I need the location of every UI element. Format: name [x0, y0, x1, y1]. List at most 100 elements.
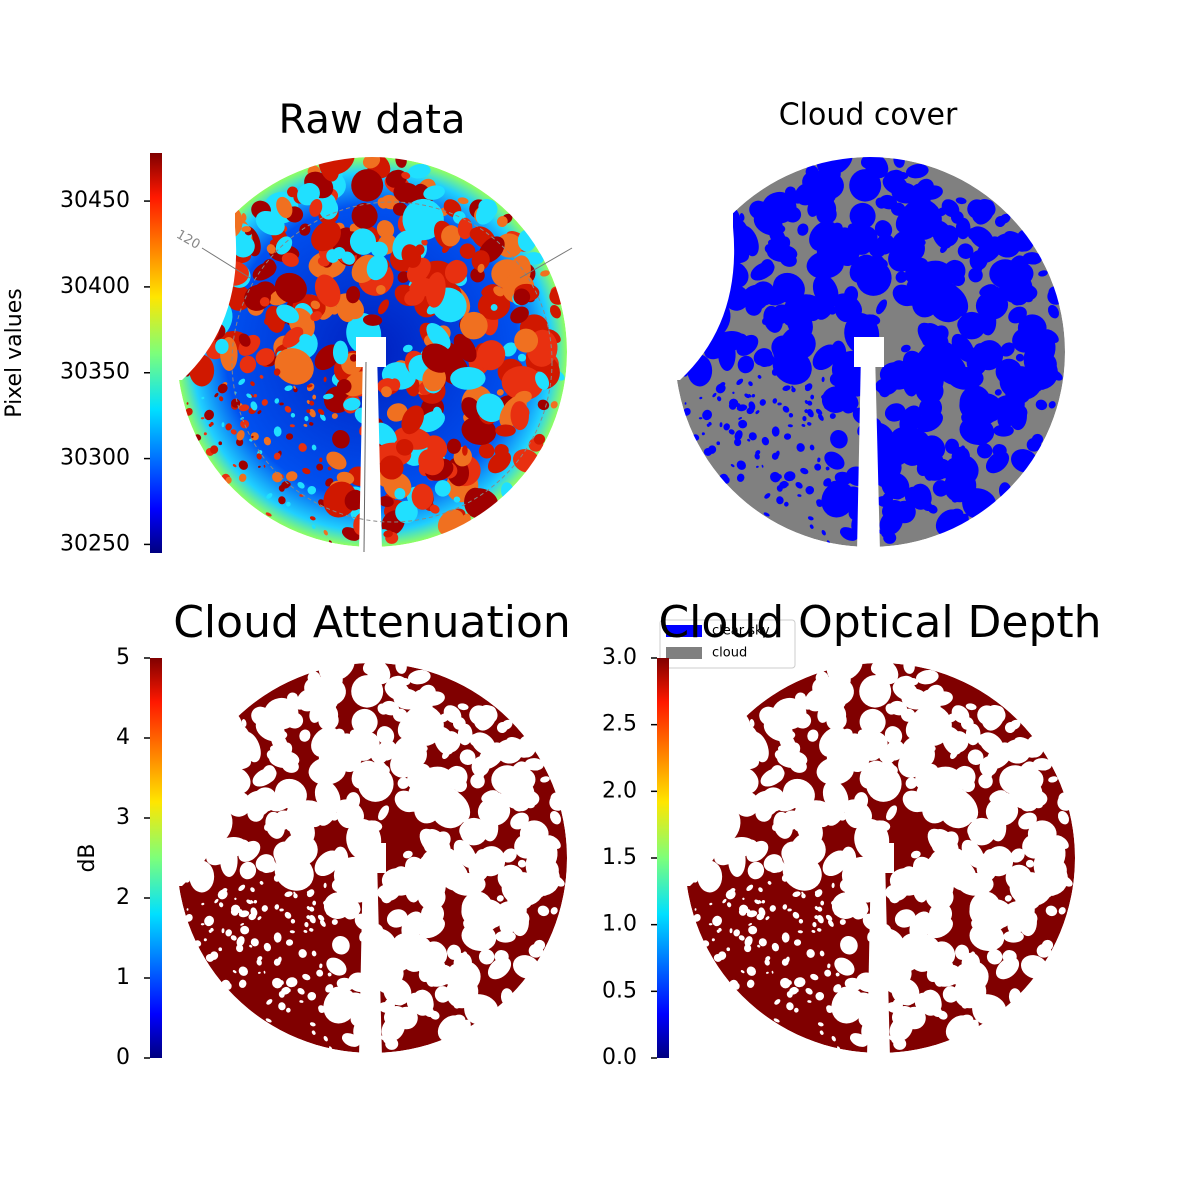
cloud-blob	[500, 988, 514, 1006]
cloud-blob	[411, 989, 434, 1016]
cloud-blob	[857, 860, 866, 868]
legend-swatch	[666, 625, 702, 637]
cloud-blob	[395, 438, 414, 456]
cloud-blob	[495, 424, 516, 437]
cloud-blob	[844, 803, 863, 829]
colorbar-tick-label: 30400	[60, 274, 130, 299]
cloud-blob	[395, 658, 407, 674]
cloud-blob	[309, 928, 314, 932]
panel: Raw data 30250 30300 30350 30400 30450 Pixel v…	[2, 97, 573, 556]
cloud-blob	[834, 379, 850, 394]
cloud-blob	[279, 402, 284, 406]
cloud-blob	[257, 971, 261, 974]
cloud-blob	[401, 677, 411, 685]
cloud-blob	[395, 152, 407, 168]
cloud-blob	[276, 196, 293, 219]
cloud-blob	[876, 496, 892, 508]
cloud-blob	[757, 374, 762, 379]
cloud-blob	[312, 394, 317, 400]
cloud-blob	[814, 890, 821, 894]
cloud-blob	[909, 677, 919, 685]
cloud-blob	[349, 860, 358, 868]
cloud-blob	[822, 146, 853, 175]
cloud-blob	[409, 942, 422, 953]
cloud-blob	[1047, 287, 1065, 305]
cloud-blob	[687, 354, 713, 387]
cloud-blob	[849, 169, 882, 202]
cloud-blob	[1020, 955, 1048, 979]
cloud-blob	[976, 443, 993, 459]
cloud-blob	[286, 977, 298, 988]
cloud-blob	[812, 274, 839, 308]
cloud-blob	[851, 903, 869, 917]
cloud-blob	[691, 875, 698, 883]
cloud-blob	[310, 311, 322, 322]
cloud-blob	[377, 197, 389, 209]
cloud-blob	[851, 512, 870, 536]
cloud-blob	[332, 936, 350, 955]
cloud-blob	[328, 540, 332, 544]
cloud-blob	[818, 817, 830, 828]
cloud-blob	[1025, 735, 1045, 758]
cloud-blob	[299, 334, 314, 347]
cloud-blob	[537, 905, 550, 917]
cloud-blob	[797, 494, 802, 497]
cloud-blob	[274, 854, 314, 891]
cloud-blob	[251, 435, 254, 439]
cloud-blob	[261, 399, 268, 406]
cloud-blob	[316, 969, 324, 977]
cloud-blob	[746, 979, 755, 988]
cloud-blob	[434, 986, 451, 1003]
cloud-blob	[184, 408, 193, 416]
cloud-blob	[255, 210, 285, 236]
cloud-blob	[749, 732, 760, 739]
cloud-blob	[383, 1036, 393, 1044]
cloud-blob	[952, 765, 976, 790]
cloud-blob	[259, 374, 264, 379]
cloud-blob	[831, 1035, 836, 1042]
cloud-blob	[200, 923, 205, 926]
cloud-blob	[487, 957, 512, 980]
cloud-blob	[282, 832, 304, 854]
cloud-blob	[208, 423, 212, 427]
cloud-blob	[771, 426, 780, 437]
cloud-blob	[738, 935, 745, 941]
cloud-blob	[746, 910, 758, 918]
cloud-blob	[874, 220, 893, 239]
cloud-blob	[346, 286, 361, 304]
cloud-blob	[372, 928, 397, 954]
cloud-blob	[773, 1018, 780, 1023]
cloud-blob	[232, 464, 237, 468]
cloud-blob	[969, 903, 989, 926]
cloud-blob	[763, 716, 793, 742]
cloud-blob	[765, 916, 770, 921]
cloud-blob	[774, 304, 797, 324]
cloud-blob	[1041, 939, 1054, 951]
cloud-blob	[726, 947, 731, 952]
cloud-blob	[208, 929, 212, 933]
cloud-blob	[501, 872, 544, 907]
cloud-blob	[753, 348, 773, 366]
cloud-blob	[218, 396, 224, 402]
cloud-blob	[942, 259, 966, 284]
cloud-blob	[377, 703, 389, 715]
cloud-blob	[780, 977, 791, 989]
cloud-blob	[312, 900, 317, 906]
cloud-blob	[771, 452, 779, 460]
cloud-blob	[819, 950, 825, 957]
cloud-blob	[401, 750, 422, 774]
cloud-blob	[238, 979, 247, 988]
cloud-blob	[200, 417, 205, 420]
cloud-blob	[820, 900, 825, 906]
cloud-blob	[471, 250, 490, 271]
cloud-blob	[311, 1030, 316, 1035]
cloud-blob	[272, 471, 283, 483]
cloud-blob	[281, 252, 299, 267]
cloud-blob	[306, 409, 311, 414]
cloud-blob	[236, 936, 245, 947]
cloud-blob	[318, 703, 339, 726]
cloud-blob	[834, 471, 853, 485]
cloud-blob	[805, 689, 828, 712]
cloud-blob	[232, 742, 255, 764]
cloud-blob	[748, 432, 757, 441]
